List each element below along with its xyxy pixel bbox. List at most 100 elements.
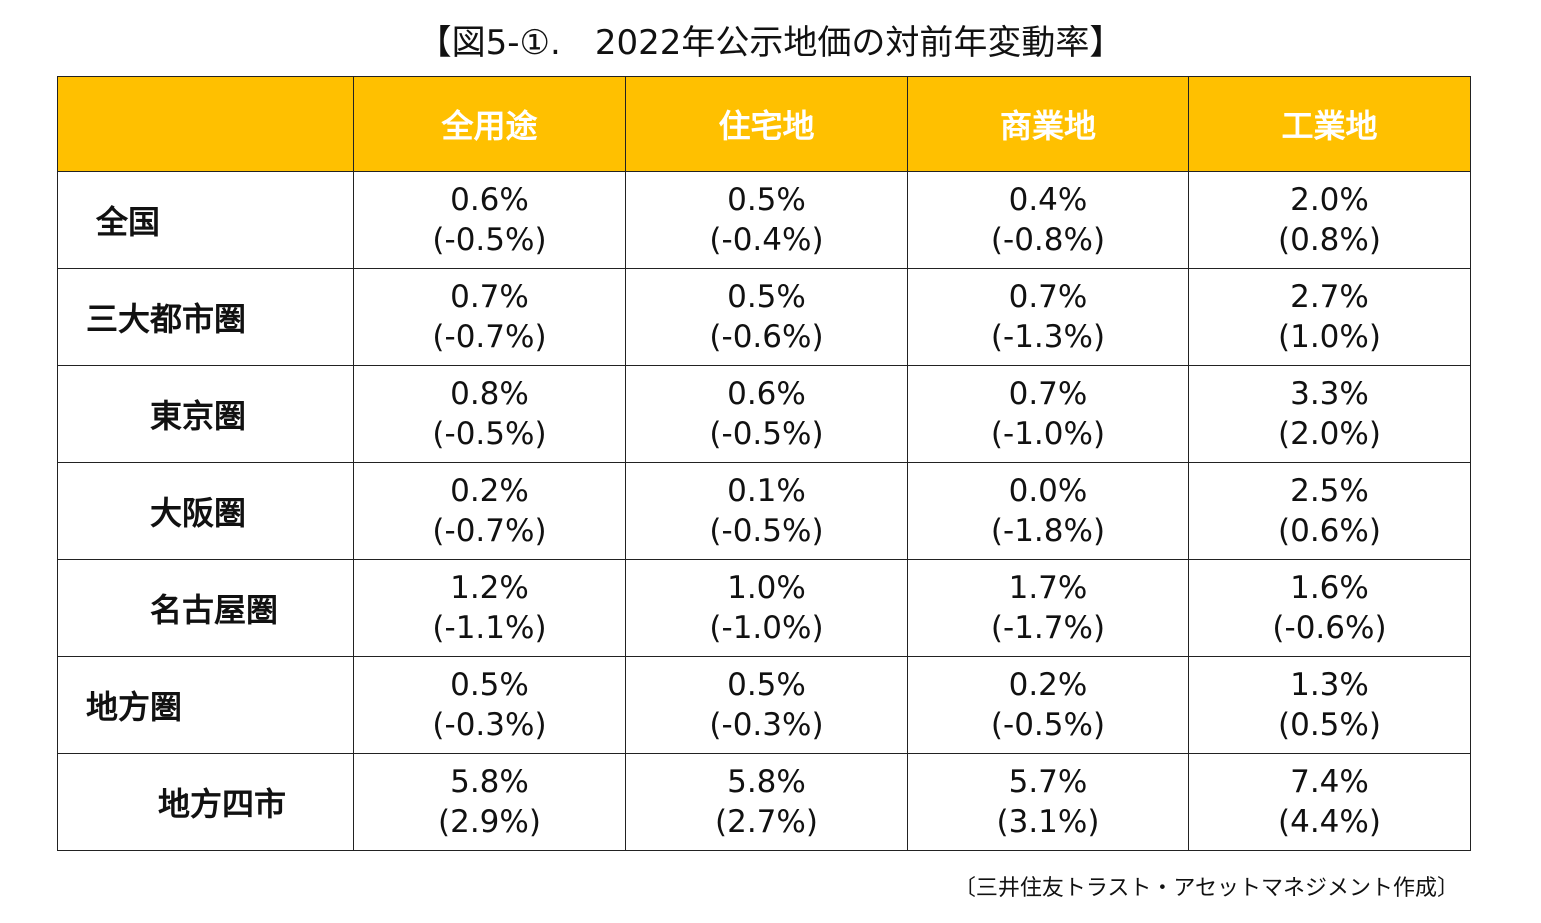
table-cell: 3.3% (2.0%) (1188, 365, 1471, 463)
table-cell: 0.5% (-0.3%) (625, 656, 908, 754)
current-rate: 5.7% (1008, 764, 1088, 800)
current-rate: 0.8% (450, 376, 529, 412)
table-cell: 2.0% (0.8%) (1188, 171, 1471, 269)
previous-rate: (4.4%) (1278, 804, 1381, 840)
current-rate: 0.2% (1008, 667, 1088, 703)
row-label: 東京圏 (57, 365, 354, 463)
previous-rate: (1.0%) (1278, 319, 1381, 355)
current-rate: 2.7% (1290, 279, 1369, 315)
current-rate: 0.7% (1008, 279, 1088, 315)
row-label: 地方圏 (57, 656, 354, 754)
current-rate: 1.0% (727, 570, 806, 606)
previous-rate: (2.9%) (438, 804, 541, 840)
current-rate: 5.8% (727, 764, 806, 800)
row-label: 地方四市 (57, 753, 354, 851)
page-title: 【図5-①. 2022年公示地価の対前年変動率】 (417, 23, 1124, 63)
current-rate: 0.7% (1008, 376, 1088, 412)
row-label: 名古屋圏 (57, 559, 354, 657)
table-cell: 0.8% (-0.5%) (353, 365, 626, 463)
current-rate: 0.5% (450, 667, 529, 703)
row-label: 三大都市圏 (57, 268, 354, 366)
previous-rate: (-1.7%) (990, 610, 1106, 646)
current-rate: 1.2% (450, 570, 529, 606)
current-rate: 0.5% (727, 279, 806, 315)
current-rate: 0.5% (727, 182, 806, 218)
table-cell: 1.2% (-1.1%) (353, 559, 626, 657)
current-rate: 1.7% (1008, 570, 1088, 606)
current-rate: 5.8% (450, 764, 529, 800)
column-header-commercial: 商業地 (907, 76, 1189, 172)
previous-rate: (-0.5%) (432, 416, 547, 452)
previous-rate: (-1.8%) (990, 513, 1106, 549)
row-label: 全国 (57, 171, 354, 269)
previous-rate: (-1.0%) (709, 610, 824, 646)
previous-rate: (-1.0%) (990, 416, 1106, 452)
previous-rate: (-0.5%) (709, 513, 824, 549)
land-price-table: 全用途 住宅地 商業地 工業地 全国 0.6% (-0.5%) 0.5% (-0.4… (57, 76, 1471, 851)
table-cell: 1.6% (-0.6%) (1188, 559, 1471, 657)
previous-rate: (2.7%) (715, 804, 818, 840)
previous-rate: (-0.4%) (709, 222, 824, 258)
column-header-industrial: 工業地 (1188, 76, 1471, 172)
table-row-nationwide: 全国 0.6% (-0.5%) 0.5% (-0.4%) 0.4% (-0.8%) 2… (57, 171, 1471, 269)
previous-rate: (-0.3%) (709, 707, 824, 743)
current-rate: 0.6% (450, 182, 529, 218)
table-cell: 2.7% (1.0%) (1188, 268, 1471, 366)
previous-rate: (-0.6%) (1272, 610, 1387, 646)
current-rate: 0.6% (727, 376, 806, 412)
previous-rate: (-0.5%) (432, 222, 547, 258)
table-cell: 0.2% (-0.7%) (353, 462, 626, 560)
table-cell: 0.5% (-0.4%) (625, 171, 908, 269)
current-rate: 0.7% (450, 279, 529, 315)
table-cell: 5.7% (3.1%) (907, 753, 1189, 851)
table-cell: 0.1% (-0.5%) (625, 462, 908, 560)
current-rate: 7.4% (1290, 764, 1369, 800)
table-cell: 0.7% (-0.7%) (353, 268, 626, 366)
table-cell: 0.7% (-1.0%) (907, 365, 1189, 463)
table-cell: 1.7% (-1.7%) (907, 559, 1189, 657)
table-row-tokyo-area: 東京圏 0.8% (-0.5%) 0.6% (-0.5%) 0.7% (-1.0%) … (57, 365, 1471, 463)
current-rate: 2.5% (1290, 473, 1369, 509)
previous-rate: (-0.8%) (990, 222, 1106, 258)
previous-rate: (-0.6%) (709, 319, 824, 355)
current-rate: 2.0% (1290, 182, 1369, 218)
current-rate: 0.1% (727, 473, 806, 509)
table-cell: 0.4% (-0.8%) (907, 171, 1189, 269)
header-corner-cell (57, 76, 354, 172)
table-cell: 5.8% (2.7%) (625, 753, 908, 851)
table-cell: 0.2% (-0.5%) (907, 656, 1189, 754)
table-row-osaka-area: 大阪圏 0.2% (-0.7%) 0.1% (-0.5%) 0.0% (-1.8%) … (57, 462, 1471, 560)
previous-rate: (0.6%) (1278, 513, 1381, 549)
table-row-four-regional-cities: 地方四市 5.8% (2.9%) 5.8% (2.7%) 5.7% (3.1%) 7.… (57, 753, 1471, 851)
current-rate: 0.4% (1008, 182, 1088, 218)
table-row-three-metro-areas: 三大都市圏 0.7% (-0.7%) 0.5% (-0.6%) 0.7% (-1.3%… (57, 268, 1471, 366)
current-rate: 3.3% (1290, 376, 1369, 412)
previous-rate: (0.5%) (1278, 707, 1381, 743)
previous-rate: (-0.3%) (432, 707, 547, 743)
column-header-residential: 住宅地 (625, 76, 908, 172)
previous-rate: (-0.7%) (432, 319, 547, 355)
previous-rate: (-0.7%) (432, 513, 547, 549)
column-header-all-uses: 全用途 (353, 76, 626, 172)
previous-rate: (0.8%) (1278, 222, 1381, 258)
table-row-regional-areas: 地方圏 0.5% (-0.3%) 0.5% (-0.3%) 0.2% (-0.5%) … (57, 656, 1471, 754)
table-cell: 0.0% (-1.8%) (907, 462, 1189, 560)
current-rate: 0.5% (727, 667, 806, 703)
table-header-row: 全用途 住宅地 商業地 工業地 (57, 76, 1471, 172)
table-cell: 0.5% (-0.6%) (625, 268, 908, 366)
table-cell: 2.5% (0.6%) (1188, 462, 1471, 560)
table-cell: 0.6% (-0.5%) (353, 171, 626, 269)
previous-rate: (-1.1%) (432, 610, 547, 646)
table-cell: 1.3% (0.5%) (1188, 656, 1471, 754)
table-cell: 7.4% (4.4%) (1188, 753, 1471, 851)
previous-rate: (2.0%) (1278, 416, 1381, 452)
table-cell: 5.8% (2.9%) (353, 753, 626, 851)
table-cell: 0.7% (-1.3%) (907, 268, 1189, 366)
current-rate: 1.6% (1290, 570, 1369, 606)
table-cell: 0.6% (-0.5%) (625, 365, 908, 463)
row-label: 大阪圏 (57, 462, 354, 560)
previous-rate: (3.1%) (996, 804, 1100, 840)
table-cell: 1.0% (-1.0%) (625, 559, 908, 657)
current-rate: 1.3% (1290, 667, 1369, 703)
previous-rate: (-0.5%) (709, 416, 824, 452)
